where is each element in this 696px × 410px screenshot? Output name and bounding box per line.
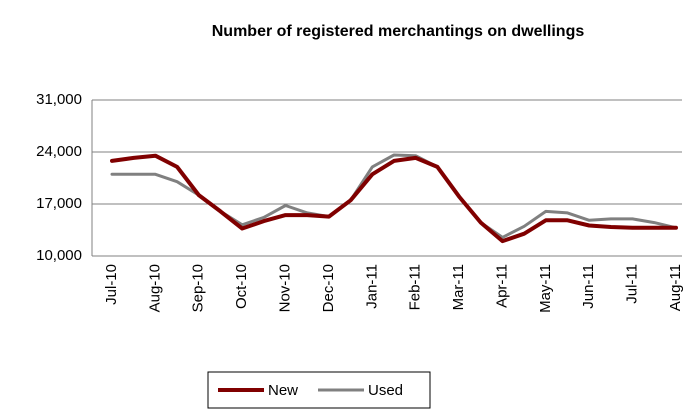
y-tick-label: 31,000 (36, 91, 82, 108)
x-tick-label: Oct-10 (233, 264, 250, 309)
x-tick-label: Jan-11 (363, 264, 380, 309)
y-tick-label: 24,000 (36, 143, 82, 160)
legend-label: New (268, 382, 298, 399)
x-tick-label: Mar-11 (450, 264, 467, 310)
x-tick-label: Aug-10 (146, 264, 163, 312)
line-series (110, 153, 678, 244)
x-tick-label: Feb-11 (407, 264, 424, 310)
y-tick-label: 10,000 (36, 247, 82, 264)
x-tick-label: Nov-10 (277, 264, 294, 312)
x-tick-label: Sep-10 (190, 264, 207, 312)
y-tick-label: 17,000 (36, 195, 82, 212)
x-tick-label: Apr-11 (493, 264, 510, 308)
x-tick-label: Aug-11 (667, 264, 684, 311)
chart-title: Number of registered merchantings on dwe… (212, 23, 585, 40)
x-tick-label: Jul-11 (624, 264, 641, 304)
legend-label: Used (368, 382, 403, 399)
x-tick-label: May-11 (537, 264, 554, 313)
x-tick-label: Dec-10 (320, 264, 337, 312)
x-tick-label: Jun-11 (580, 264, 597, 309)
x-tick-label: Jul-10 (103, 264, 120, 305)
